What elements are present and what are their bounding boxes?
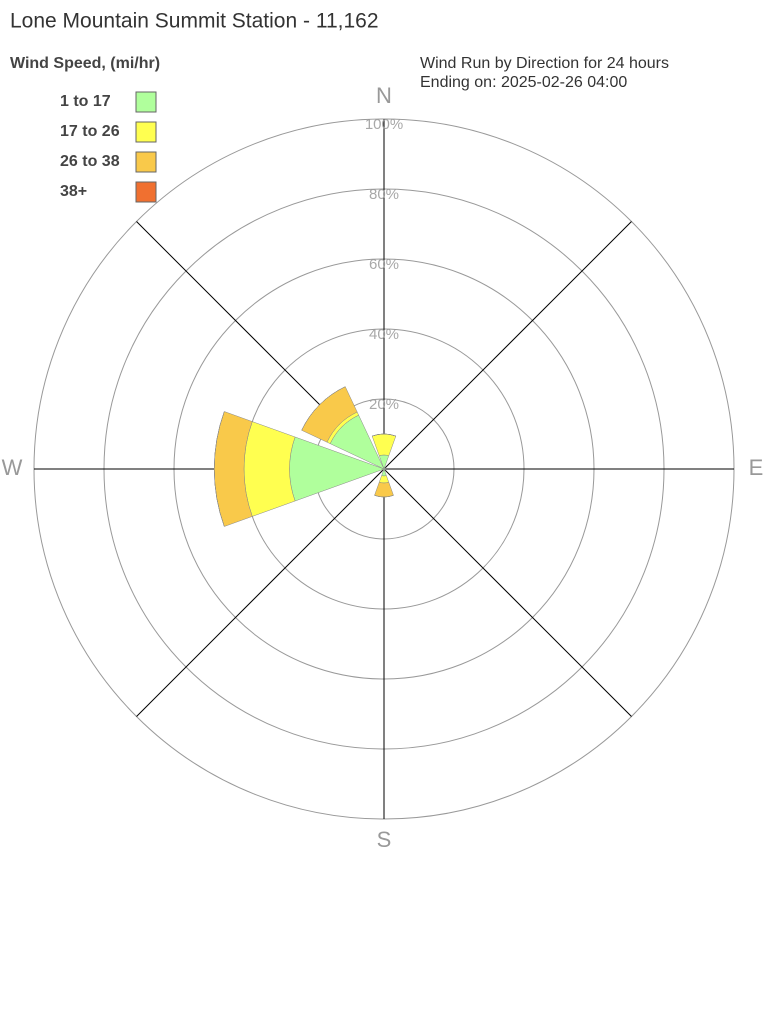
r-tick-label: 20% bbox=[369, 396, 399, 413]
spoke bbox=[384, 222, 631, 469]
legend-label: 26 to 38 bbox=[60, 153, 120, 170]
legend-label: 17 to 26 bbox=[60, 123, 120, 140]
subtitle: Ending on: 2025-02-26 04:00 bbox=[420, 74, 627, 91]
legend-swatch bbox=[136, 182, 156, 202]
wedge bbox=[244, 422, 295, 517]
subtitle: Wind Run by Direction for 24 hours bbox=[420, 55, 669, 72]
r-tick-label: 40% bbox=[369, 326, 399, 343]
legend-title: Wind Speed, (mi/hr) bbox=[10, 55, 160, 72]
r-tick-label: 100% bbox=[365, 116, 403, 133]
direction-label: W bbox=[2, 455, 23, 480]
wedge bbox=[379, 476, 388, 483]
direction-label: E bbox=[749, 455, 764, 480]
chart-title: Lone Mountain Summit Station - 11,162 bbox=[10, 10, 379, 33]
legend-label: 1 to 17 bbox=[60, 93, 111, 110]
wedge bbox=[375, 482, 394, 497]
legend-swatch bbox=[136, 92, 156, 112]
legend-label: 38+ bbox=[60, 183, 87, 200]
legend-swatch bbox=[136, 122, 156, 142]
r-tick-label: 60% bbox=[369, 256, 399, 273]
legend-swatch bbox=[136, 152, 156, 172]
r-tick-label: 80% bbox=[369, 186, 399, 203]
direction-label: N bbox=[376, 83, 392, 108]
spoke bbox=[384, 469, 631, 716]
direction-label: S bbox=[377, 827, 392, 852]
